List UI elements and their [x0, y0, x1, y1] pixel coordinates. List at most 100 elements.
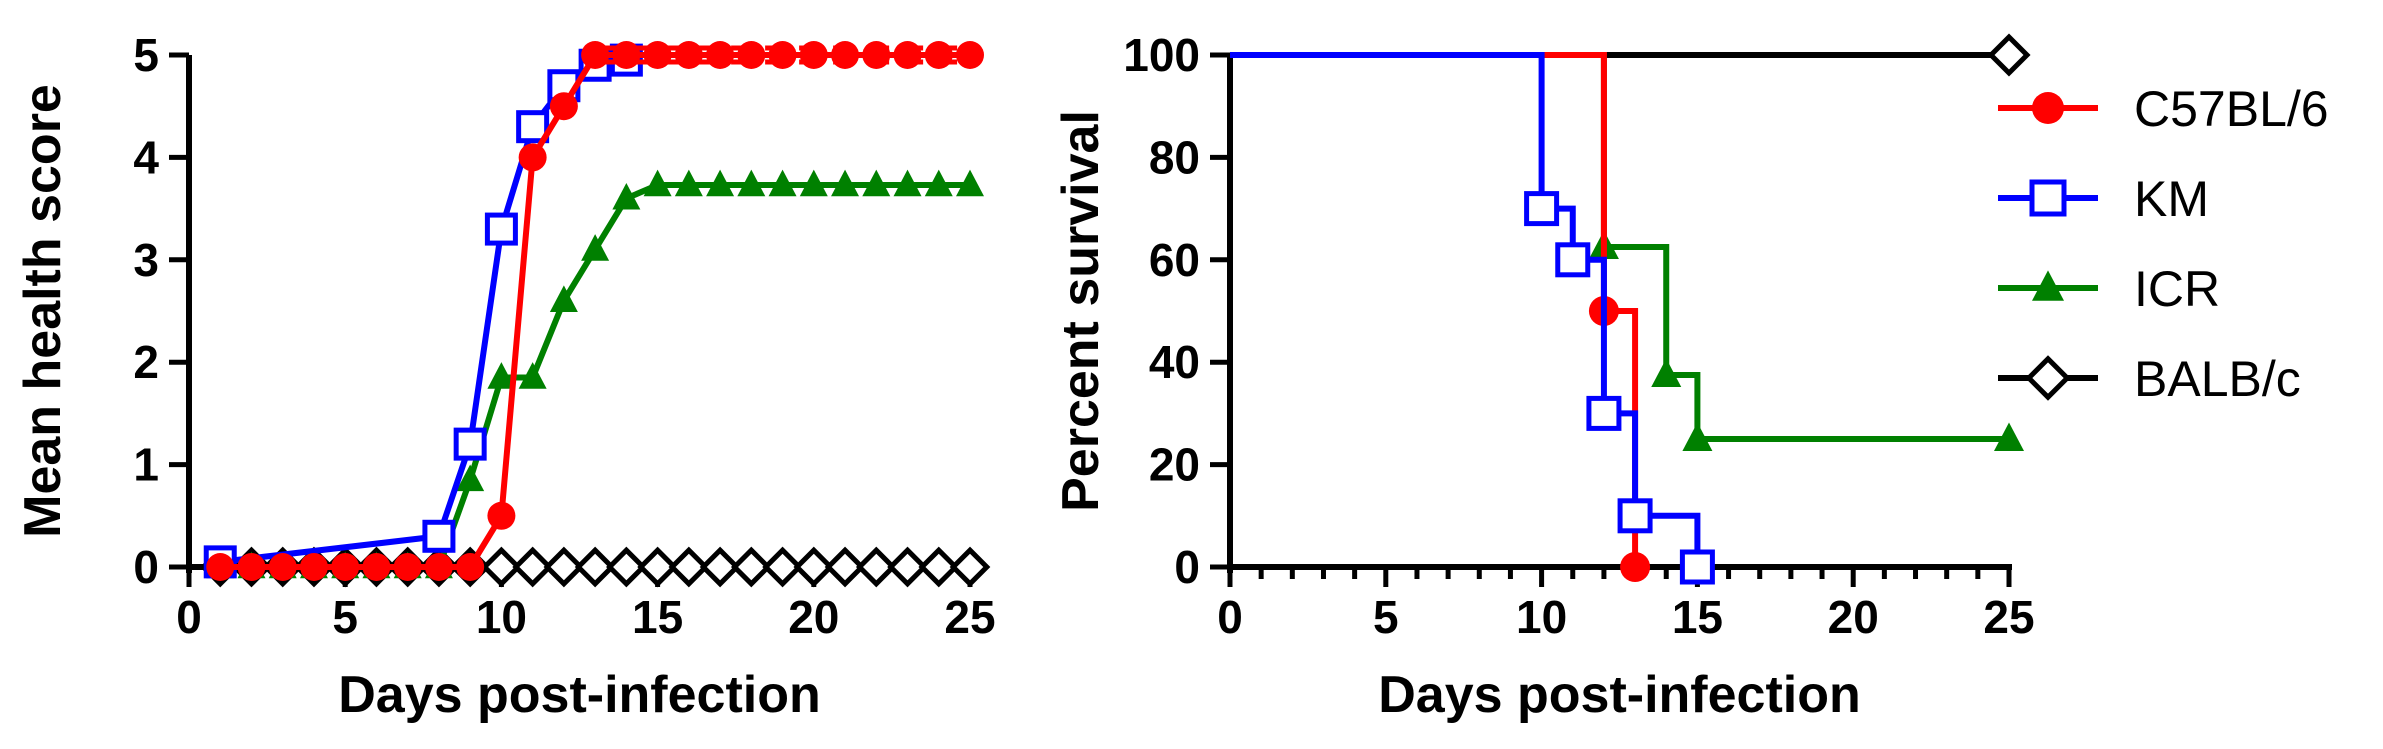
data-point [424, 553, 453, 581]
data-point [1987, 33, 2031, 77]
y-tick-label: 40 [1149, 336, 1200, 388]
data-point [1617, 498, 1653, 534]
data-point [456, 553, 485, 581]
data-point [855, 546, 897, 588]
survival-step-line [1230, 52, 1701, 567]
x-tick-label: 20 [1828, 591, 1879, 643]
data-point [768, 41, 797, 69]
y-tick-label: 100 [1123, 29, 1200, 81]
data-point [730, 546, 772, 588]
data-point [643, 169, 672, 197]
data-point [956, 169, 984, 197]
data-point [862, 41, 891, 69]
y-axis-title: Percent survival [1052, 110, 1110, 512]
data-point [956, 41, 984, 69]
data-point [824, 546, 866, 588]
survival-step-line [1230, 52, 1639, 567]
data-point [668, 546, 710, 588]
x-tick-label: 0 [176, 591, 202, 643]
data-point [737, 169, 766, 197]
y-tick-label: 60 [1149, 234, 1200, 286]
data-point [924, 169, 953, 197]
y-tick-label: 4 [133, 131, 159, 183]
data-point [831, 169, 860, 197]
series-c57bl-6 [206, 41, 984, 581]
data-point [799, 41, 828, 69]
series-icr [1230, 52, 2024, 451]
y-tick-label: 20 [1149, 439, 1200, 491]
data-point [1620, 552, 1651, 582]
data-point [637, 546, 678, 588]
data-point [299, 553, 328, 581]
data-point [581, 234, 610, 261]
data-point [706, 41, 735, 69]
legend-marker [2032, 92, 2064, 124]
data-point [487, 362, 516, 389]
data-point [456, 464, 485, 492]
x-tick-label: 25 [944, 591, 995, 643]
y-tick-label: 80 [1149, 131, 1200, 183]
data-point [268, 553, 297, 581]
data-point [237, 553, 266, 581]
series-line [220, 52, 970, 570]
x-tick-label: 15 [632, 591, 683, 643]
data-point [674, 169, 703, 197]
data-point [674, 41, 703, 69]
data-point [924, 41, 953, 69]
data-point [549, 92, 578, 121]
data-point [581, 41, 610, 69]
data-point [612, 182, 641, 210]
legend-label: C57BL/6 [2134, 81, 2329, 137]
data-point [643, 41, 672, 69]
legend-label: ICR [2134, 261, 2220, 317]
x-tick-label: 5 [332, 591, 358, 643]
data-point [574, 546, 616, 588]
series-km [1230, 52, 1715, 585]
x-tick-label: 5 [1373, 591, 1399, 643]
legend-marker [2025, 355, 2071, 401]
y-tick-label: 0 [133, 541, 159, 593]
data-point [768, 169, 797, 197]
data-point [893, 169, 922, 197]
y-axis-title: Mean health score [14, 84, 72, 538]
data-point [422, 519, 456, 553]
legend-label: KM [2134, 171, 2209, 227]
data-point [893, 41, 922, 69]
legend-item-icr: ICR [1998, 261, 2220, 317]
data-point [606, 546, 647, 588]
data-point [518, 362, 547, 389]
legend-item-balb-c: BALB/c [1998, 351, 2301, 407]
legend-marker [2029, 179, 2067, 217]
data-point [481, 546, 522, 588]
legend: C57BL/6 KM ICR BALB/c [1998, 81, 2329, 407]
data-point [331, 553, 360, 581]
x-tick-label: 20 [788, 591, 839, 643]
data-point [1651, 358, 1682, 387]
x-tick-label: 10 [476, 591, 527, 643]
data-point [512, 546, 553, 588]
series-icr [206, 169, 984, 579]
y-tick-label: 1 [133, 439, 159, 491]
data-point [887, 546, 928, 588]
data-point [1994, 422, 2024, 451]
survival-step-line [1230, 52, 2009, 442]
series-c57bl-6 [1230, 52, 1651, 582]
x-axis-title: Days post-infection [338, 666, 821, 724]
data-point [516, 110, 550, 144]
data-point [206, 553, 235, 581]
data-point [699, 546, 741, 588]
y-tick-label: 5 [133, 29, 159, 81]
data-point [793, 546, 835, 588]
data-point [1524, 191, 1560, 227]
data-point [949, 546, 991, 588]
data-point [799, 169, 828, 197]
data-point [393, 553, 422, 581]
data-point [762, 546, 803, 588]
data-point [487, 501, 516, 530]
x-tick-label: 15 [1672, 591, 1723, 643]
x-axis-title: Days post-infection [1378, 666, 1861, 724]
x-tick-label: 0 [1217, 591, 1243, 643]
y-tick-label: 3 [133, 234, 159, 286]
data-point [518, 143, 547, 172]
